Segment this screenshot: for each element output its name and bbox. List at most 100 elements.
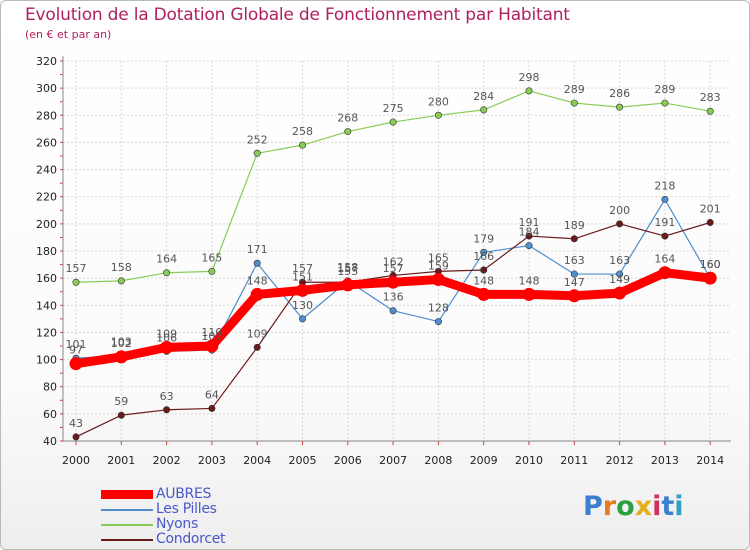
data-label-les-pilles: 101	[66, 338, 87, 351]
data-point-nyons	[298, 141, 306, 149]
data-label-nyons: 164	[156, 253, 177, 266]
data-label-condorcet: 191	[654, 216, 675, 229]
data-label-les-pilles: 163	[564, 254, 585, 267]
y-tick-label: 240	[36, 164, 57, 177]
data-label-aubres: 149	[609, 273, 630, 286]
x-tick-label: 2003	[198, 454, 226, 467]
data-point-condorcet	[117, 411, 125, 419]
legend-item-aubres: AUBRES	[101, 487, 301, 502]
data-label-les-pilles: 160	[700, 258, 721, 271]
data-label-les-pilles: 128	[428, 302, 449, 315]
data-point-condorcet	[661, 232, 669, 240]
data-point-aubres	[205, 339, 219, 353]
proxiti-logo: Proxiti	[583, 491, 684, 522]
data-point-aubres	[613, 286, 627, 300]
x-tick-label: 2006	[334, 454, 362, 467]
data-label-aubres: 159	[428, 260, 449, 273]
y-tick-label: 300	[36, 82, 57, 95]
data-label-les-pilles: 218	[654, 179, 675, 192]
data-label-aubres: 148	[473, 274, 494, 287]
data-label-condorcet: 191	[519, 216, 540, 229]
x-tick-label: 2004	[243, 454, 271, 467]
data-point-nyons	[253, 149, 261, 157]
y-tick-label: 180	[36, 245, 57, 258]
data-label-nyons: 258	[292, 125, 313, 138]
data-label-nyons: 252	[247, 133, 268, 146]
logo-letter: i	[674, 491, 684, 522]
data-label-nyons: 158	[111, 261, 132, 274]
logo-letter: t	[661, 491, 675, 522]
data-point-nyons	[389, 118, 397, 126]
data-point-aubres	[658, 266, 672, 280]
data-label-aubres: 97	[69, 344, 83, 357]
y-tick-label: 200	[36, 218, 57, 231]
data-label-condorcet: 162	[383, 255, 404, 268]
data-label-nyons: 268	[337, 112, 358, 125]
data-point-aubres	[341, 278, 355, 292]
data-label-nyons: 289	[564, 83, 585, 96]
data-label-nyons: 286	[609, 87, 630, 100]
logo-letter: P	[583, 491, 603, 522]
y-tick-label: 320	[36, 55, 57, 68]
data-point-aubres	[296, 283, 309, 297]
data-point-nyons	[434, 111, 442, 119]
data-label-nyons: 283	[700, 91, 721, 104]
data-label-les-pilles: 158	[337, 261, 358, 274]
data-label-les-pilles: 179	[473, 232, 494, 245]
data-point-aubres	[477, 287, 491, 301]
legend-swatch	[101, 509, 153, 511]
data-label-condorcet: 157	[337, 262, 358, 275]
data-point-condorcet	[706, 219, 714, 227]
data-point-les-pilles	[661, 195, 669, 203]
data-label-condorcet: 64	[205, 388, 219, 401]
y-tick-label: 100	[36, 354, 57, 367]
data-point-nyons	[72, 278, 80, 286]
data-point-nyons	[525, 87, 533, 95]
data-point-condorcet	[525, 232, 533, 240]
data-label-condorcet: 200	[609, 204, 630, 217]
data-label-nyons: 284	[473, 90, 494, 103]
data-point-les-pilles	[525, 242, 533, 250]
x-tick-label: 2009	[470, 454, 498, 467]
logo-letter: i	[652, 491, 662, 522]
x-tick-label: 2012	[606, 454, 634, 467]
data-point-nyons	[661, 99, 669, 107]
data-point-condorcet	[208, 404, 216, 412]
data-point-nyons	[480, 106, 488, 114]
y-tick-label: 220	[36, 191, 57, 204]
y-tick-label: 60	[43, 408, 57, 421]
y-tick-label: 280	[36, 109, 57, 122]
legend-label: Les Pilles	[156, 501, 217, 517]
x-tick-label: 2014	[696, 454, 724, 467]
data-point-les-pilles	[570, 270, 578, 278]
data-point-les-pilles	[298, 315, 306, 323]
data-label-les-pilles: 136	[383, 291, 404, 304]
data-label-les-pilles: 130	[292, 299, 313, 312]
y-tick-label: 140	[36, 299, 57, 312]
x-tick-label: 2005	[289, 454, 317, 467]
data-label-condorcet: 109	[247, 327, 268, 340]
data-label-condorcet: 189	[564, 219, 585, 232]
data-label-nyons: 165	[201, 251, 222, 264]
data-point-les-pilles	[616, 270, 624, 278]
data-point-les-pilles	[480, 248, 488, 256]
data-point-aubres	[250, 287, 264, 301]
x-tick-label: 2007	[379, 454, 407, 467]
data-point-condorcet	[480, 266, 488, 274]
data-point-condorcet	[616, 220, 624, 228]
data-point-nyons	[117, 277, 125, 285]
data-label-condorcet: 59	[114, 395, 128, 408]
logo-letter: x	[634, 491, 653, 522]
x-tick-label: 2008	[424, 454, 452, 467]
data-label-les-pilles: 184	[519, 226, 540, 239]
data-point-nyons	[616, 103, 624, 111]
data-label-aubres: 110	[201, 326, 222, 339]
data-point-aubres	[567, 289, 581, 303]
data-label-condorcet: 165	[428, 251, 449, 264]
data-label-nyons: 157	[66, 262, 87, 275]
data-label-aubres: 157	[383, 262, 404, 275]
data-label-aubres: 160	[700, 258, 721, 271]
data-label-aubres: 109	[156, 327, 177, 340]
chart-subtitle: (en € et par an)	[25, 28, 112, 41]
